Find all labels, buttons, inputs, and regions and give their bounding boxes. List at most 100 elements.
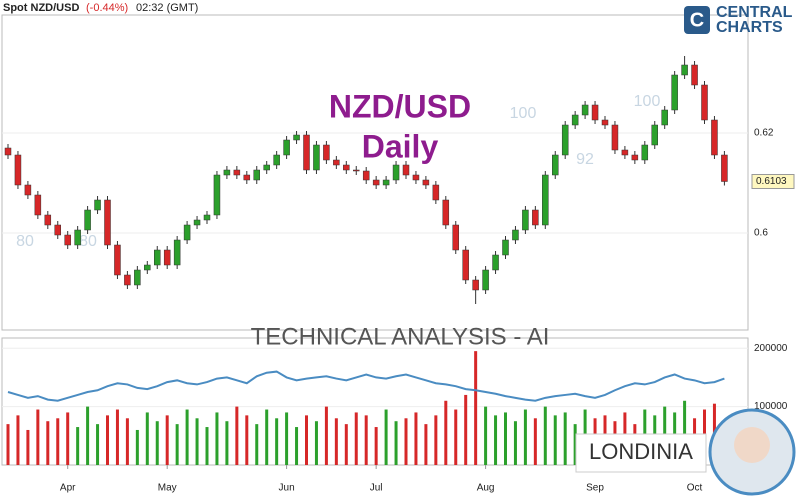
candle-body [134,269,141,286]
volume-bar [424,424,428,465]
volume-bar [553,415,557,465]
brand-box [575,433,707,473]
time: 02:32 (GMT) [136,2,198,14]
volume-bar [165,415,169,465]
candle-body [502,239,509,256]
logo-icon [684,6,710,34]
volume-bar [414,412,418,465]
candle-body [691,64,698,86]
volume-bar [155,421,159,465]
volume-bar [364,415,368,465]
candle-body [343,164,350,171]
change: (-0.44%) [86,2,128,14]
logo-text: CHARTS [716,19,783,36]
volume-bar [255,424,259,465]
volume-bar [185,409,189,465]
candle-body [571,114,579,126]
candle-body [721,154,728,182]
candle-body [353,169,360,172]
volume-bar [125,418,129,465]
volume-bar [354,412,358,465]
watermark-number: 100 [510,105,537,122]
volume-bar [106,415,109,465]
candle-body [581,104,589,116]
candle-body [273,154,280,166]
volume-bar [36,409,40,465]
volume-bar [494,415,498,465]
candle-body [154,249,161,266]
watermark-number: 92 [576,151,594,168]
candle-body [452,224,459,251]
volume-bar [444,400,448,465]
chart-title: NZD/USD [329,88,471,124]
y-tick-label: 200000 [754,343,788,354]
volume-ma-line [7,370,725,402]
symbol: Spot NZD/USD [3,2,79,14]
candle-body [611,124,619,151]
plot-layer: 0.6 0.62 100000 200000 Apr May Jun Jul Aug Sep Oct… [2,56,795,494]
last-price-label: 0.6103 [756,176,787,187]
volume-bar [344,424,348,465]
volume-bar [235,406,239,465]
candle-body [183,224,191,241]
candle-body [193,219,201,226]
candle-body [253,169,260,181]
candle-body [163,249,171,266]
volume-bar [563,412,567,465]
candle-body [651,124,658,146]
candle-body [333,159,340,166]
candle-body [323,144,330,161]
volume-bar [205,427,209,465]
candle-body [472,279,479,291]
candle-body [14,154,22,186]
candle-body [552,154,559,176]
candle-body [74,229,81,246]
watermark-number: 100 [634,93,661,110]
volume-bar [76,427,80,465]
candle-body [34,194,42,216]
volume-bar [374,427,378,465]
x-tick-label: May [158,483,177,494]
volume-bar [295,427,299,465]
chart-subtitle: Daily [362,128,439,164]
volume-bar [265,409,269,465]
volume-bar [115,409,119,465]
volume-bar [573,424,577,465]
candle-body [203,214,211,221]
candle-body [631,154,639,161]
candle-body [641,144,649,161]
candle-body [591,104,599,121]
candle-body [24,184,32,196]
candle-body [412,174,420,181]
volume-bar [285,412,289,465]
candle-body [392,164,400,181]
candle-body [114,244,121,276]
candle-body [701,84,708,121]
candle-body [313,144,320,171]
x-tick-label: Oct [687,483,703,494]
volume-bar [195,418,199,465]
volume-bar [314,421,318,465]
candle-body [64,234,71,246]
volume-bar [523,409,527,465]
candle-body [711,119,718,156]
volume-bar [464,394,468,465]
last-price-box [751,174,795,189]
candle-body [44,214,52,226]
watermark-number: 80 [79,233,97,250]
volume-bar [56,418,60,465]
candle-body [532,209,539,226]
x-tick-label: Jun [279,483,295,494]
volume-bar [6,424,10,465]
volume-bar [145,412,149,465]
candle-body [283,139,290,156]
candle-body [233,169,241,176]
volume-bar [324,406,328,465]
candle-body [561,124,569,156]
volume-bar [245,415,249,465]
candle-body [104,199,111,246]
volume-bar [474,351,478,465]
candle-body [601,119,609,126]
volume-bar [135,429,139,465]
volume-bar [533,418,537,465]
